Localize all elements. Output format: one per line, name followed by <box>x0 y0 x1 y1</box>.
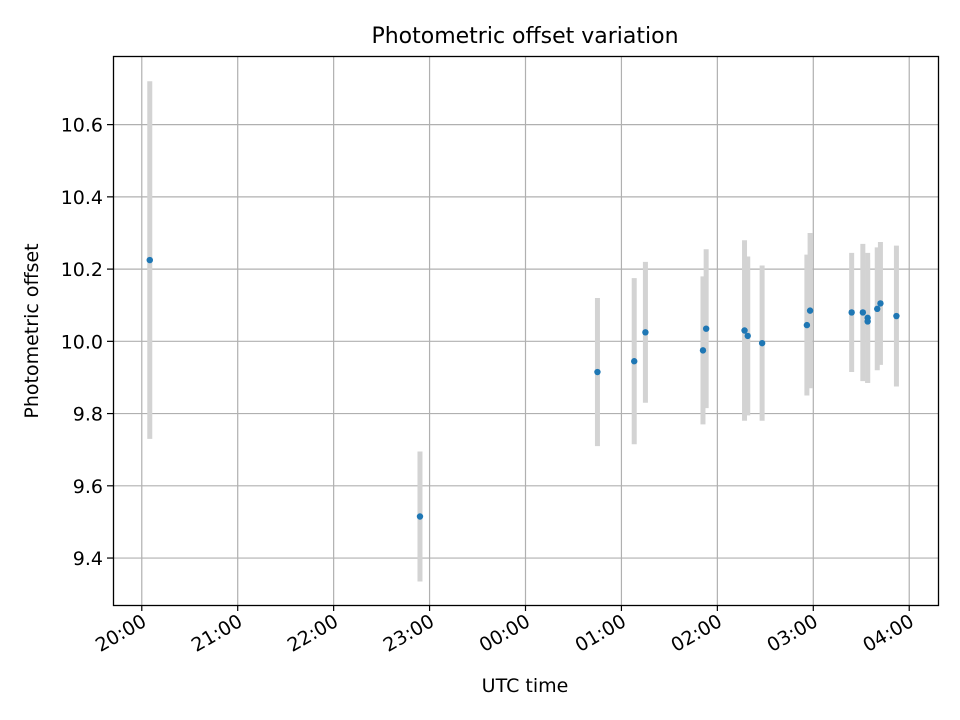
x-tick-label: 23:00 <box>380 610 438 656</box>
x-axis-ticks: 20:00 21:00 22:00 23:00 00:00 01:00 02:00 03:00… <box>92 605 918 657</box>
data-point <box>806 307 814 314</box>
x-axis-label: UTC time <box>482 675 569 697</box>
data-point <box>893 312 900 320</box>
y-tick-label: 9.6 <box>73 476 103 498</box>
x-tick-label: 20:00 <box>92 610 150 656</box>
data-point <box>699 347 707 354</box>
data-point <box>848 309 855 316</box>
data-point <box>416 513 424 520</box>
data-point <box>877 300 884 307</box>
chart-title: Photometric offset variation <box>371 24 678 49</box>
y-axis-label: Photometric offset <box>21 243 43 418</box>
x-tick-label: 03:00 <box>763 610 821 656</box>
data-point <box>631 358 638 365</box>
x-tick-label: 21:00 <box>188 610 246 656</box>
y-tick-label: 9.8 <box>73 404 103 426</box>
y-axis-ticks: 9.4 9.6 9.8 10.0 10.2 10.4 10.6 <box>61 115 113 570</box>
x-tick-label: 22:00 <box>284 610 342 656</box>
y-tick-label: 10.6 <box>61 115 103 137</box>
x-tick-label: 00:00 <box>476 610 534 656</box>
data-point <box>803 321 811 329</box>
data-point <box>741 327 748 334</box>
y-tick-label: 9.4 <box>73 548 103 570</box>
data-point <box>146 256 153 264</box>
data-point <box>859 309 867 316</box>
y-tick-label: 10.2 <box>61 259 103 281</box>
data-points <box>146 256 900 520</box>
data-point <box>744 332 751 340</box>
error-bars <box>147 81 899 582</box>
x-tick-label: 02:00 <box>667 610 725 656</box>
x-tick-label: 01:00 <box>572 610 630 656</box>
data-point <box>758 339 766 347</box>
data-point <box>864 318 871 325</box>
data-point <box>874 305 881 313</box>
y-tick-label: 10.0 <box>61 331 103 353</box>
grid <box>113 56 938 605</box>
y-tick-label: 10.4 <box>61 187 103 209</box>
data-point <box>594 368 601 376</box>
data-point <box>642 329 649 336</box>
x-tick-label: 04:00 <box>859 610 917 656</box>
data-point <box>702 325 710 332</box>
